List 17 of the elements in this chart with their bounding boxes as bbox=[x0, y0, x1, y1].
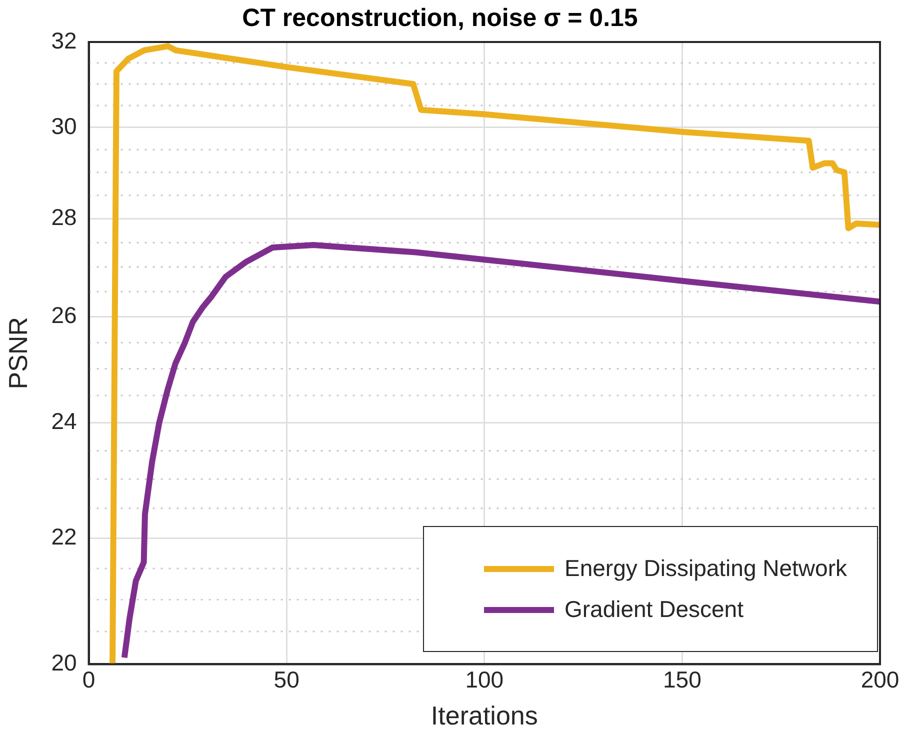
x-tick-label: 100 bbox=[465, 666, 504, 692]
x-tick-label: 200 bbox=[860, 666, 900, 692]
y-axis-title: PSNR bbox=[2, 316, 33, 390]
chart-title: CT reconstruction, noise σ = 0.15 bbox=[242, 4, 638, 32]
y-tick-label: 32 bbox=[51, 27, 77, 54]
y-tick-label: 22 bbox=[51, 523, 77, 550]
x-axis-title: Iterations bbox=[430, 700, 538, 731]
x-tick-label: 0 bbox=[82, 666, 96, 692]
y-tick-label: 30 bbox=[51, 112, 77, 139]
y-tick-label: 28 bbox=[51, 204, 77, 230]
y-tick-label: 26 bbox=[51, 302, 77, 328]
y-tick-label: 20 bbox=[51, 650, 77, 676]
legend-label: Gradient Descent bbox=[564, 596, 744, 624]
x-tick-label: 50 bbox=[274, 666, 300, 692]
x-tick-label: 150 bbox=[663, 666, 702, 692]
y-tick-label: 24 bbox=[51, 408, 77, 434]
legend-label: Energy Dissipating Network bbox=[564, 555, 847, 582]
